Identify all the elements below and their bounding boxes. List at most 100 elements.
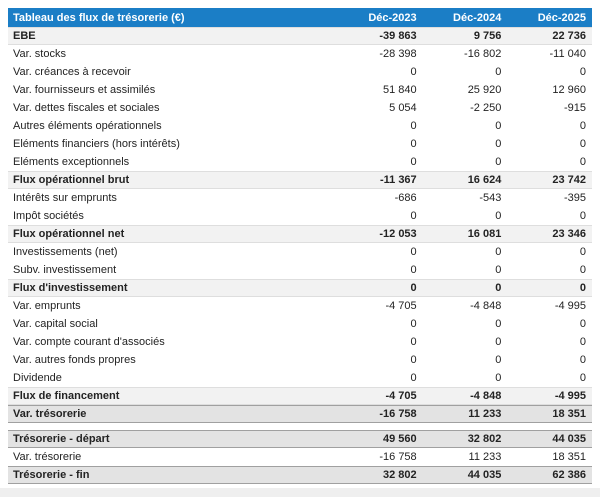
row-label: Var. stocks [13,48,66,60]
cell-value: 0 [495,138,502,150]
table-row: Flux opérationnel net -12 053 16 081 23 346 [8,225,592,243]
row-label: Investissements (net) [13,246,118,258]
table-row: Flux opérationnel brut -11 367 16 624 23 74… [8,171,592,189]
cell-value: 16 081 [467,228,502,240]
cell-value: 32 802 [383,469,417,481]
table-row: Trésorerie - départ 49 560 32 802 44 035 [8,430,592,448]
cell-value: 16 624 [467,174,502,186]
cell-value: 0 [410,210,417,222]
cell-value: -28 398 [379,48,417,60]
table-row: Dividende 0 0 0 [8,369,592,387]
table-row: Eléments financiers (hors intérêts) 0 0 0 [8,135,592,153]
cell-value: -16 802 [464,48,502,60]
table-row: Flux d'investissement 0 0 0 [8,279,592,297]
row-label: Var. autres fonds propres [13,354,136,366]
cell-value: 51 840 [383,84,417,96]
cell-value: -4 705 [385,390,417,402]
row-label: Impôt sociétés [13,210,84,222]
cell-value: 0 [495,318,502,330]
table-body: EBE -39 863 9 756 22 736 Var. stocks -28 398 -… [8,27,592,484]
cell-value: -4 995 [554,300,587,312]
cell-value: 0 [410,282,417,294]
cell-value: 23 742 [552,174,587,186]
cell-value: 5 054 [389,102,417,114]
table-header-row: Tableau des flux de trésorerie (€) Déc-2… [8,8,592,27]
table-row: Var. stocks -28 398 -16 802 -11 040 [8,45,592,63]
cell-value: 22 736 [552,30,587,42]
cell-value: 0 [410,318,417,330]
cell-value: 49 560 [383,433,417,445]
table-row: Var. trésorerie -16 758 11 233 18 351 [8,448,592,466]
table-row: Var. dettes fiscales et sociales 5 054 -2 … [8,99,592,117]
cell-value: 0 [579,246,587,258]
cell-value: 0 [410,372,417,384]
table-row: Var. trésorerie -16 758 11 233 18 351 [8,405,592,423]
cell-value: 32 802 [467,433,502,445]
cell-value: 0 [495,210,502,222]
table-row: Intérêts sur emprunts -686 -543 -395 [8,189,592,207]
cell-value: 0 [495,354,502,366]
cell-value: 0 [579,282,587,294]
cell-value: -4 995 [554,390,587,402]
cell-value: -4 848 [470,390,502,402]
table-title: Tableau des flux de trésorerie (€) [13,11,185,24]
cell-value: 0 [579,156,587,168]
column-header-dec-2023: Déc-2023 [368,11,417,24]
table-row: Var. compte courant d'associés 0 0 0 [8,333,592,351]
row-label: Var. emprunts [13,300,81,312]
row-label: Flux opérationnel brut [13,174,130,186]
cell-value: 0 [495,264,502,276]
cell-value: 0 [579,264,587,276]
cell-value: -2 250 [470,102,502,114]
cell-value: -4 705 [385,300,417,312]
cell-value: -11 367 [379,174,417,186]
cell-value: 18 351 [552,451,587,463]
table-row: Trésorerie - fin 32 802 44 035 62 386 [8,466,592,484]
row-label: Subv. investissement [13,264,117,276]
row-label: Trésorerie - fin [13,469,90,481]
cell-value: 0 [579,354,587,366]
cell-value: 0 [410,354,417,366]
cell-value: 0 [495,120,502,132]
cell-value: 0 [579,120,587,132]
row-label: Var. trésorerie [13,408,87,420]
cell-value: -543 [479,192,502,204]
row-label: Var. dettes fiscales et sociales [13,102,160,114]
cash-flow-table: Tableau des flux de trésorerie (€) Déc-2… [8,8,592,484]
cell-value: -11 040 [549,48,587,60]
cell-value: 0 [495,156,502,168]
cell-value: -12 053 [379,228,417,240]
cell-value: 23 346 [552,228,587,240]
table-row: EBE -39 863 9 756 22 736 [8,27,592,45]
row-label: Flux d'investissement [13,282,128,294]
cell-value: 44 035 [467,469,502,481]
row-label: EBE [13,30,36,42]
row-label: Dividende [13,372,62,384]
cell-value: 0 [579,138,587,150]
cell-value: 11 233 [468,451,502,463]
cell-value: -16 758 [379,451,417,463]
row-label: Intérêts sur emprunts [13,192,117,204]
cell-value: 0 [579,66,587,78]
table-row: Eléments exceptionnels 0 0 0 [8,153,592,171]
cell-value: 0 [579,336,587,348]
row-label: Var. capital social [13,318,98,330]
cell-value: 0 [410,138,417,150]
row-label: Eléments financiers (hors intérêts) [13,138,180,150]
cell-value: 44 035 [552,433,587,445]
table-row: Autres éléments opérationnels 0 0 0 [8,117,592,135]
table-row: Impôt sociétés 0 0 0 [8,207,592,225]
cell-value: 0 [495,282,502,294]
cell-value: 0 [410,336,417,348]
table-row: Var. créances à recevoir 0 0 0 [8,63,592,81]
table-row: Var. capital social 0 0 0 [8,315,592,333]
cell-value: -39 863 [379,30,417,42]
column-header-dec-2024: Déc-2024 [453,11,502,24]
row-label: Var. fournisseurs et assimilés [13,84,156,96]
table-row: Investissements (net) 0 0 0 [8,243,592,261]
column-header-dec-2025: Déc-2025 [537,11,587,24]
cell-value: -686 [394,192,417,204]
cell-value: 0 [495,372,502,384]
cell-value: 0 [495,246,502,258]
cell-value: 0 [410,264,417,276]
